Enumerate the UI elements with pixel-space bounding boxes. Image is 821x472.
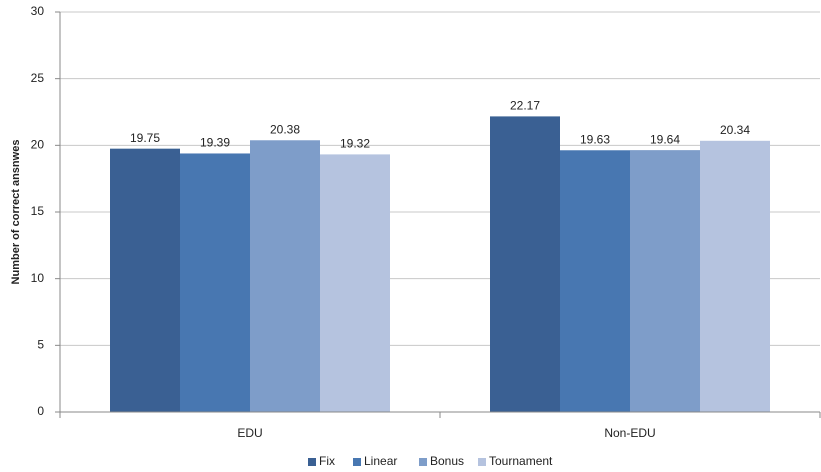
- y-tick-label: 25: [31, 71, 45, 85]
- bar: [110, 148, 180, 412]
- value-label: 19.39: [200, 136, 230, 150]
- value-label: 19.64: [650, 132, 680, 146]
- bar: [180, 153, 250, 412]
- legend-swatch: [353, 458, 361, 466]
- y-tick-label: 15: [31, 204, 45, 218]
- y-tick-label: 30: [31, 4, 45, 18]
- bar: [490, 116, 560, 413]
- legend-swatch: [419, 458, 427, 466]
- value-label: 20.34: [720, 123, 750, 137]
- bar: [630, 150, 700, 412]
- value-label: 19.63: [580, 132, 610, 146]
- bar: [700, 140, 770, 413]
- bar: [320, 154, 390, 412]
- legend-label: Bonus: [430, 454, 464, 468]
- x-tick-label: EDU: [237, 426, 262, 440]
- bar: [560, 150, 630, 412]
- y-tick-label: 10: [31, 271, 45, 285]
- legend-swatch: [308, 458, 316, 466]
- value-label: 19.32: [340, 137, 370, 151]
- legend-label: Fix: [319, 454, 335, 468]
- y-tick-label: 0: [37, 404, 44, 418]
- legend-label: Linear: [364, 454, 397, 468]
- y-axis-label: Number of correct ansnwes: [10, 140, 22, 285]
- value-label: 19.75: [130, 131, 160, 145]
- bar: [250, 140, 320, 412]
- x-tick-label: Non-EDU: [604, 426, 655, 440]
- legend-swatch: [478, 458, 486, 466]
- y-tick-label: 5: [37, 338, 44, 352]
- y-tick-label: 20: [31, 138, 45, 152]
- value-label: 20.38: [270, 122, 300, 136]
- value-label: 22.17: [510, 99, 540, 113]
- legend-label: Tournament: [489, 454, 553, 468]
